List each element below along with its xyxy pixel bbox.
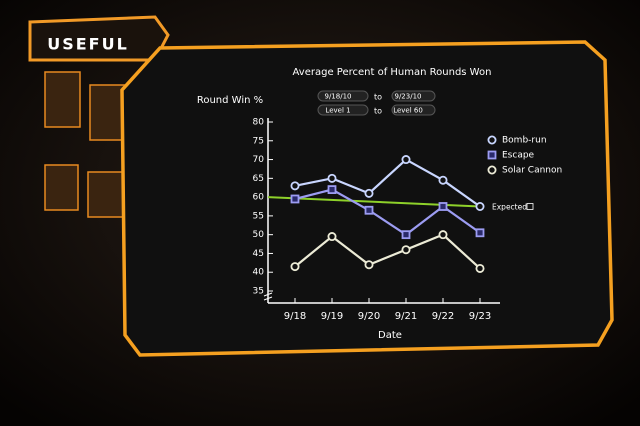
point xyxy=(475,228,485,238)
point xyxy=(475,201,485,211)
chart-title: Average Percent of Human Rounds Won xyxy=(293,67,492,78)
series-line xyxy=(294,158,481,208)
point xyxy=(290,262,300,272)
x-tick-label: 9/22 xyxy=(432,311,454,322)
expected-label: Expected xyxy=(492,203,527,212)
x-tick-label: 9/19 xyxy=(321,311,343,322)
x-tick-label: 9/20 xyxy=(358,311,380,322)
to-label: to xyxy=(374,93,382,102)
point xyxy=(327,232,337,242)
x-tick-label: 9/23 xyxy=(469,311,491,322)
expected-toggle[interactable] xyxy=(526,203,534,210)
y-axis-title: Round Win % xyxy=(197,95,263,106)
point xyxy=(364,188,374,198)
tab-label: USEFUL xyxy=(47,35,129,54)
legend-marker xyxy=(487,135,497,145)
x-axis-title: Date xyxy=(378,330,402,341)
point xyxy=(475,263,485,273)
point xyxy=(327,185,337,195)
point xyxy=(327,173,337,183)
date-to-box[interactable] xyxy=(391,90,436,102)
y-tick-label: 40 xyxy=(253,268,265,278)
legend-label: Solar Cannon xyxy=(502,166,562,176)
point xyxy=(401,230,411,240)
point xyxy=(438,175,448,185)
axis-break xyxy=(263,292,273,301)
series-line xyxy=(294,188,481,237)
point xyxy=(438,230,448,240)
date-to: 9/23/10 xyxy=(395,93,422,101)
y-tick-label: 70 xyxy=(253,155,265,165)
x-tick-label: 9/21 xyxy=(395,311,417,322)
filters: 9/18/10 to 9/23/10 Level 1 to Level 60 xyxy=(317,90,436,116)
y-tick-label: 75 xyxy=(253,136,264,146)
point xyxy=(290,181,300,191)
point xyxy=(401,245,411,255)
series-line xyxy=(294,233,481,270)
y-tick-label: 45 xyxy=(253,249,264,259)
point xyxy=(364,205,374,215)
y-tick-label: 50 xyxy=(253,230,265,240)
date-from: 9/18/10 xyxy=(325,93,352,101)
legend-marker xyxy=(487,150,497,160)
x-tick-label: 9/18 xyxy=(284,311,306,322)
level-from: Level 1 xyxy=(325,107,350,115)
legend-label: Bomb-run xyxy=(502,136,547,146)
level-from-box[interactable] xyxy=(317,104,369,116)
date-from-box[interactable] xyxy=(317,90,369,102)
y-tick-label: 65 xyxy=(253,174,264,184)
to-label: to xyxy=(374,107,382,116)
legend-label: Escape xyxy=(502,151,535,161)
point xyxy=(401,155,411,165)
level-to-box[interactable] xyxy=(391,104,436,116)
point xyxy=(438,202,448,211)
slide-frame xyxy=(120,40,614,357)
y-tick-label: 60 xyxy=(253,193,265,203)
level-to: Level 60 xyxy=(393,107,423,115)
point xyxy=(290,194,300,204)
y-tick-label: 80 xyxy=(253,118,265,128)
legend-marker xyxy=(487,165,497,175)
y-tick-label: 55 xyxy=(253,211,264,221)
y-tick-label: 35 xyxy=(253,287,264,297)
point xyxy=(364,260,374,270)
